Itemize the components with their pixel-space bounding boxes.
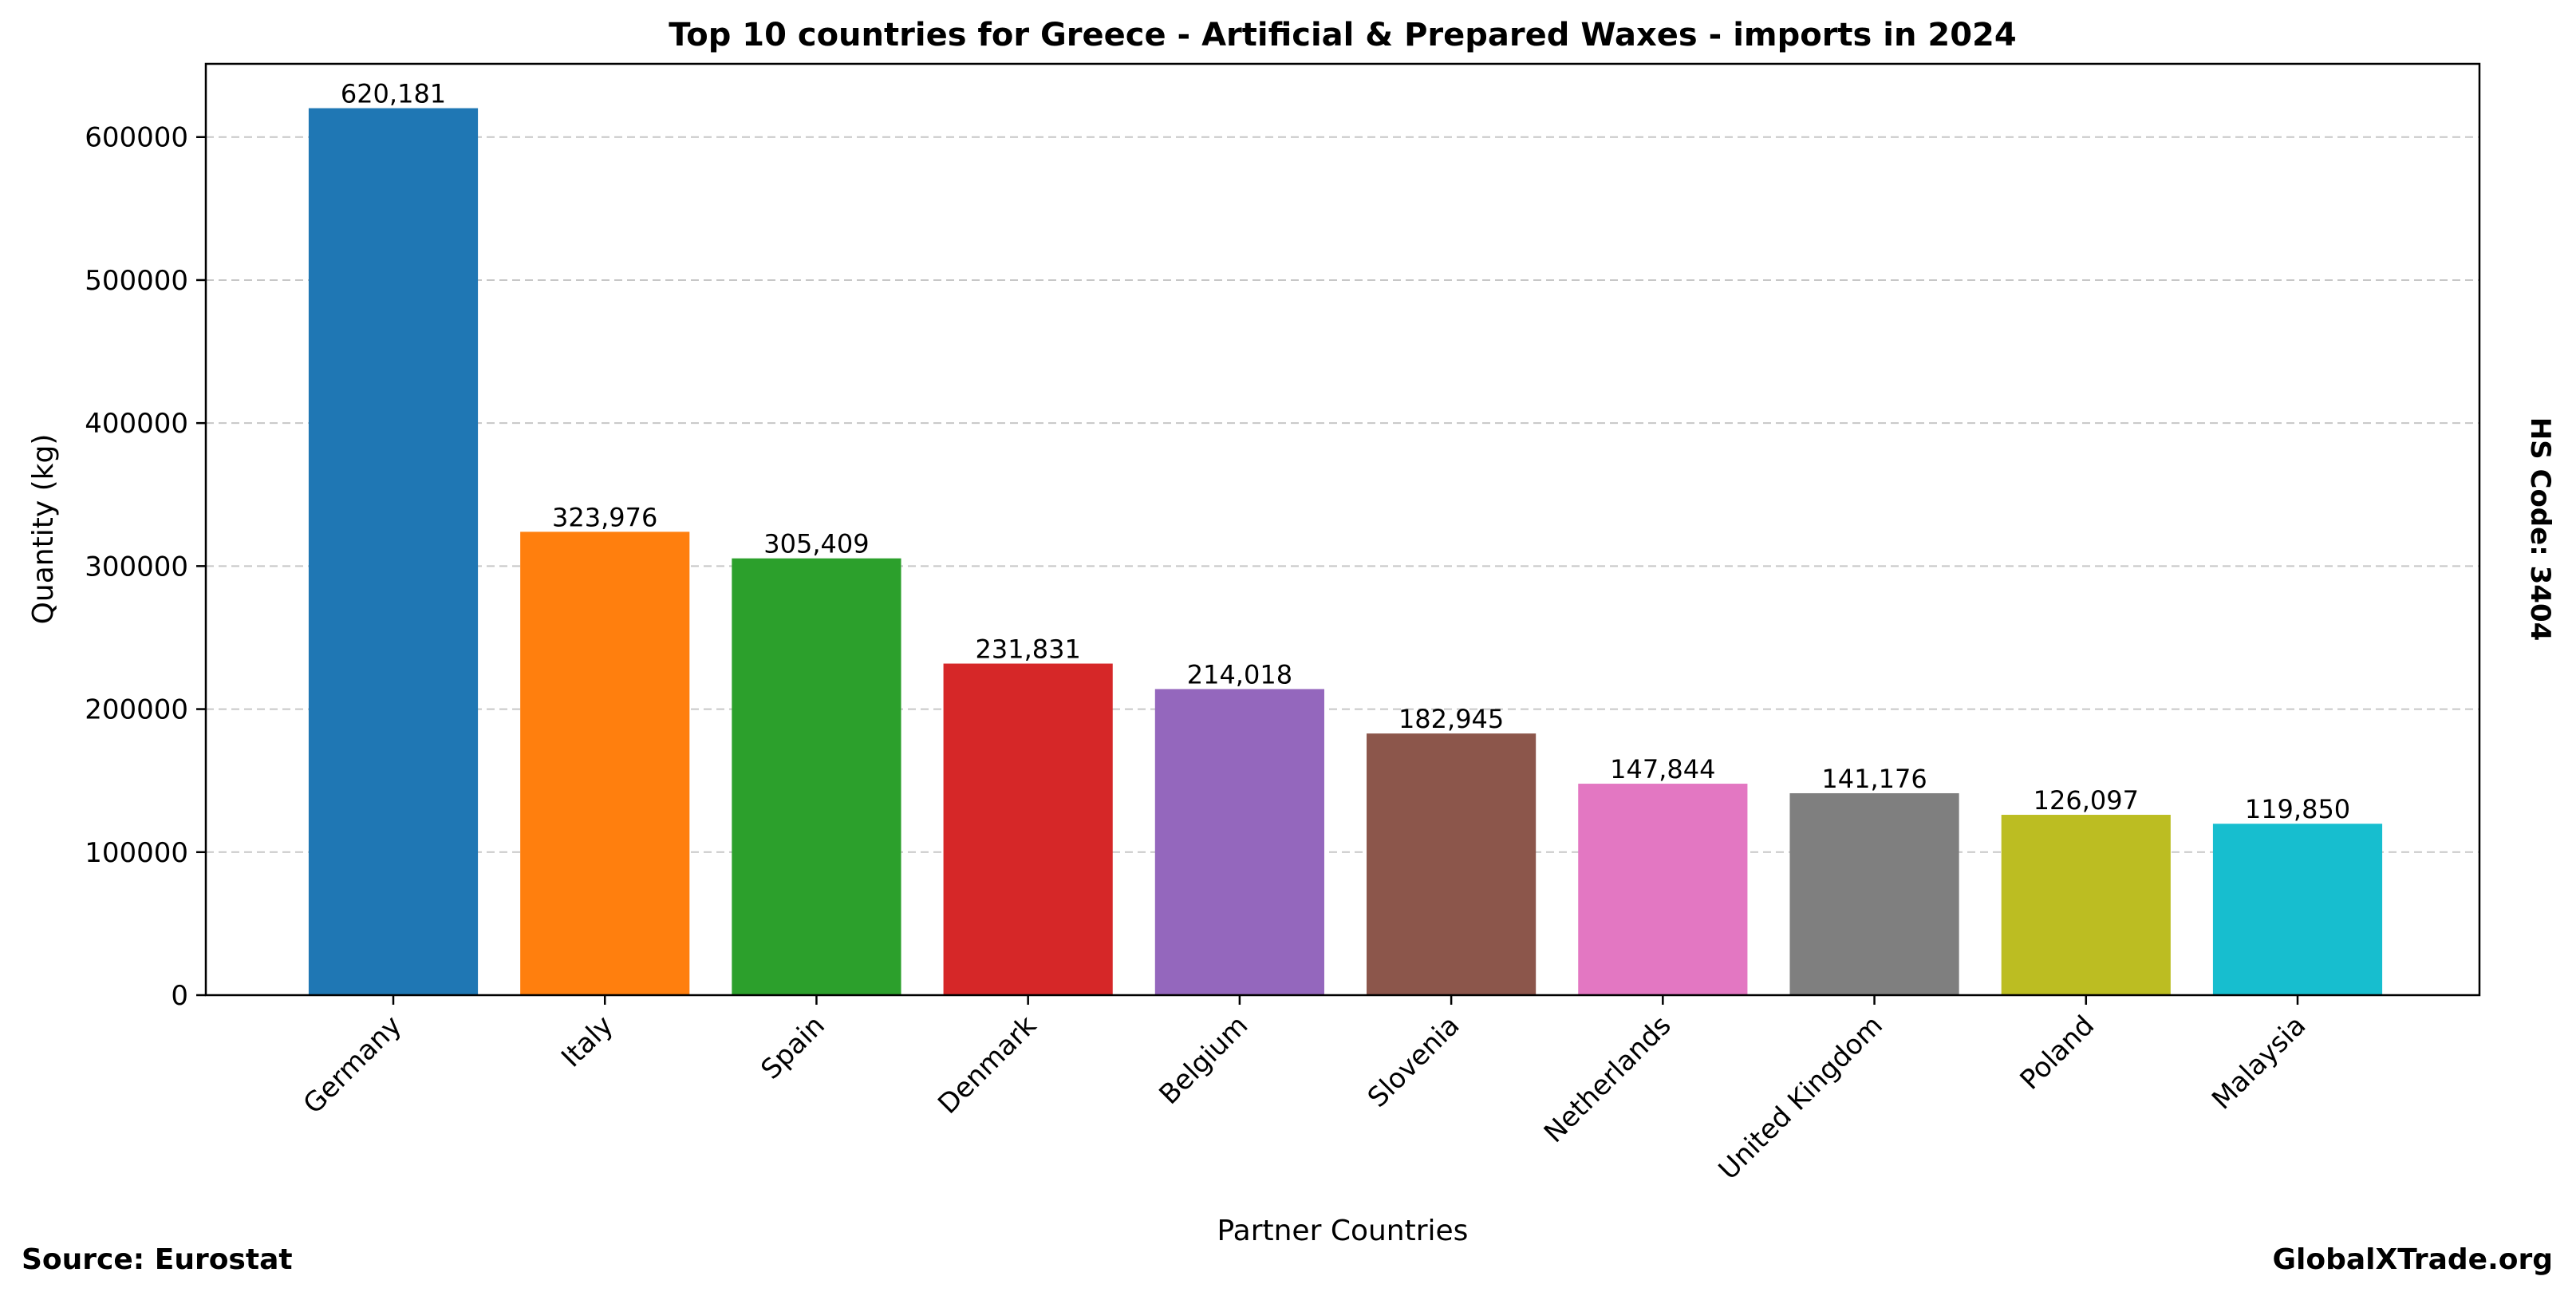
brand-watermark: GlobalXTrade.org: [2272, 1243, 2553, 1276]
bar-value-label: 141,176: [1821, 764, 1927, 794]
bar-poland: [2001, 815, 2171, 995]
bar-slovenia: [1367, 733, 1537, 995]
y-tick-label: 200000: [85, 694, 188, 726]
y-axis-label: Quantity (kg): [27, 434, 60, 625]
hs-code-label: HS Code: 3404: [2524, 417, 2556, 642]
y-tick-label: 100000: [85, 837, 188, 869]
bar-spain: [732, 558, 901, 995]
bars: [308, 108, 2383, 996]
bar-value-label: 305,409: [763, 529, 869, 559]
bar-value-label: 182,945: [1398, 704, 1504, 734]
bar-value-label: 126,097: [2034, 785, 2139, 816]
gridlines: [206, 136, 2479, 853]
y-tick-label: 500000: [85, 265, 188, 297]
y-tick-label: 600000: [85, 122, 188, 154]
bar-belgium: [1154, 689, 1324, 995]
bar-denmark: [943, 663, 1113, 995]
y-tick-label: 400000: [85, 408, 188, 440]
bar-value-label: 147,844: [1610, 754, 1715, 784]
bar-germany: [308, 108, 479, 996]
bar-malaysia: [2212, 824, 2383, 995]
bar-netherlands: [1578, 784, 1748, 995]
chart-title: Top 10 countries for Greece - Artificial…: [669, 17, 2016, 53]
bar-value-label: 214,018: [1187, 659, 1292, 689]
bar-italy: [520, 531, 690, 995]
source-note: Source: Eurostat: [22, 1243, 293, 1276]
y-axis-ticks: 0 100000 200000 300000 400000 500000 600000: [85, 122, 206, 1012]
plot-area-frame: [204, 62, 2481, 997]
x-axis-label: Partner Countries: [1217, 1215, 1469, 1247]
data-labels: 620,181 323,976 305,409 231,831 214,018 182,9…: [341, 79, 2350, 825]
bar-value-label: 620,181: [341, 79, 446, 109]
y-tick-label: 0: [171, 980, 188, 1012]
bar-value-label: 119,850: [2245, 794, 2350, 824]
bar-value-label: 323,976: [552, 502, 657, 532]
y-tick-label: 300000: [85, 551, 188, 583]
bar-value-label: 231,831: [976, 634, 1081, 665]
bar-united-kingdom: [1789, 792, 1959, 995]
